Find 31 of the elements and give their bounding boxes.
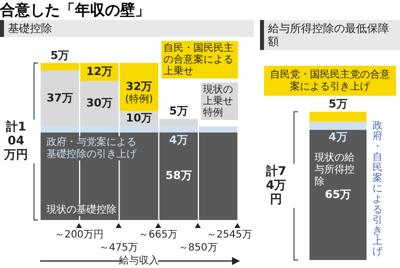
data-label: 5万: [328, 98, 348, 111]
x-tick-label: ～2545万: [206, 230, 252, 241]
x-tick-label: ～850万: [178, 242, 218, 254]
data-label: 4万: [328, 130, 348, 144]
series-label: 現状の給与所得控除: [314, 151, 354, 188]
data-label: 10万: [126, 112, 152, 125]
chart-title: 合意した「年収の壁」: [0, 0, 151, 20]
chart-subtitle: 基礎控除: [0, 20, 254, 37]
series-label: 政府・与党案による基礎控除の引き上げ: [46, 136, 138, 160]
text: 計104万円: [3, 120, 28, 162]
data-label: 30万: [86, 96, 113, 110]
x-tick-label: ～200万円: [54, 230, 104, 241]
text: 自民党・国民民主党の合意案による引き上げ: [270, 68, 390, 92]
chart-title: 給与所得控除の最低保障額: [260, 20, 400, 50]
data-label: 65万: [324, 188, 352, 201]
x-axis-title: 給与収入: [118, 254, 159, 267]
annotation: (特例): [125, 92, 153, 105]
data-label: 58万: [165, 169, 192, 182]
text: 政府・自民案による引き上げ: [372, 120, 382, 258]
data-label: 12万: [86, 64, 113, 78]
data-label: 5万: [50, 48, 70, 62]
data-label: 4万: [169, 133, 188, 146]
series-label: 現状の上乗せ特例: [202, 84, 233, 119]
x-tick-label: ～475万: [99, 242, 138, 254]
data-label: 5万: [169, 104, 188, 118]
series-label: 現状の基礎控除: [46, 204, 117, 216]
x-tick-label: ～665万: [138, 230, 178, 241]
text: 計74万円: [264, 164, 286, 206]
series-label: 自民・国民民主の合意案による上乗せ: [163, 42, 234, 78]
data-label: 37万: [46, 91, 73, 104]
data-label: 32万: [126, 80, 152, 93]
